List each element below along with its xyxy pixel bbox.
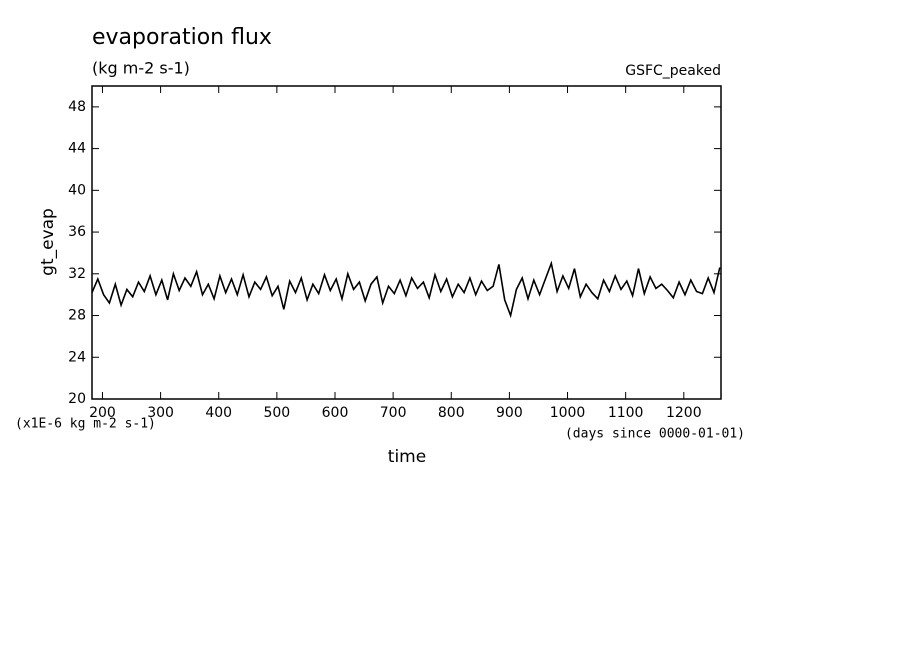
y-axis-label: gt_evap	[38, 208, 58, 276]
x-tick-label: 500	[263, 405, 290, 421]
y-tick-label: 28	[68, 308, 86, 324]
y-tick-label: 40	[68, 182, 86, 198]
x-tick-label: 300	[147, 405, 174, 421]
chart-subtitle: (kg m-2 s-1)	[92, 59, 190, 78]
x-tick-label: 400	[205, 405, 232, 421]
y-tick-label: 32	[68, 266, 86, 282]
x-tick-label: 200	[89, 405, 116, 421]
x-units: (days since 0000-01-01)	[565, 427, 745, 442]
annotation: GSFC_peaked	[625, 63, 721, 79]
y-tick-label: 36	[68, 224, 86, 240]
x-tick-label: 1000	[550, 405, 586, 421]
x-tick-label: 900	[496, 405, 523, 421]
plot-frame	[91, 85, 722, 400]
x-tick-label: 800	[438, 405, 465, 421]
series-line	[91, 260, 721, 319]
x-tick-label: 700	[380, 405, 407, 421]
x-tick-label: 1200	[666, 405, 702, 421]
y-tick-label: 24	[68, 349, 86, 365]
y-tick-label: 48	[68, 99, 86, 115]
x-tick-label: 600	[322, 405, 349, 421]
y-tick-label: 44	[68, 141, 86, 157]
chart-title: evaporation flux	[92, 25, 272, 50]
y-tick-label: 20	[68, 391, 86, 407]
x-axis-label: time	[388, 447, 426, 467]
x-tick-label: 1100	[608, 405, 644, 421]
y-units: (x1E-6 kg m-2 s-1)	[15, 417, 156, 432]
